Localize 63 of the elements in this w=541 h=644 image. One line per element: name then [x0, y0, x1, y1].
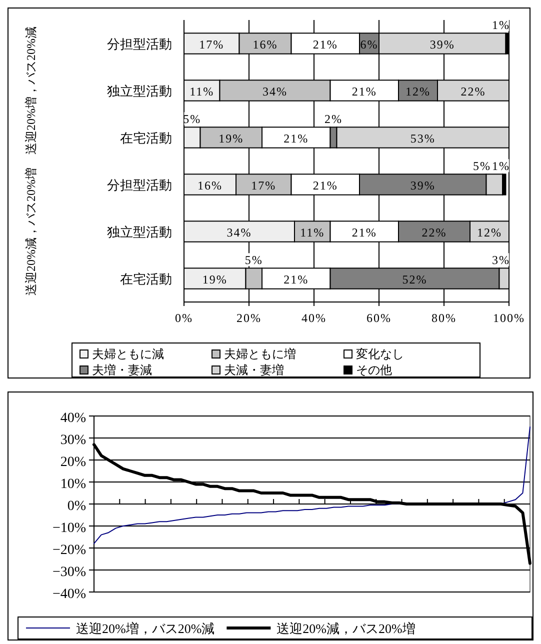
data-label: 39%	[410, 178, 436, 192]
y-tick-label: 独立型活動	[107, 224, 172, 240]
legend-label: 夫減・妻増	[224, 363, 284, 377]
data-label: 19%	[218, 132, 244, 146]
legend-label: 夫婦ともに減	[92, 347, 164, 361]
text: 送迎20%増，バス20%減	[24, 26, 38, 154]
x-tick-label: 80%	[432, 311, 456, 325]
data-label: 21%	[352, 226, 377, 240]
legend-label: その他	[356, 363, 392, 377]
y-tick-label: 20%	[60, 455, 86, 470]
data-label: 2%	[324, 112, 342, 126]
data-label: 12%	[477, 226, 502, 240]
data-label: 5%	[183, 112, 202, 126]
legend-label: 送迎20%増，バス20%減	[76, 621, 215, 636]
data-label: 39%	[430, 38, 455, 52]
data-label: 16%	[252, 38, 278, 52]
data-label: 21%	[312, 38, 338, 52]
y-tick-label: 在宅活動	[120, 130, 172, 146]
text: 送迎20%減，バス20%増	[24, 168, 38, 296]
y-tick-label: 独立型活動	[107, 84, 172, 98]
x-tick-label: 20%	[236, 311, 262, 325]
data-label: 5%	[244, 253, 263, 268]
data-label: 1%	[492, 159, 510, 174]
data-label: 22%	[422, 226, 447, 240]
data-label: 21%	[352, 84, 377, 98]
data-label: 16%	[198, 178, 222, 192]
data-label: 11%	[300, 226, 325, 240]
y-tick-label: 10%	[60, 477, 86, 492]
y-tick-label: 在宅活動	[120, 272, 172, 286]
legend-label: 送迎20%減，バス20%増	[276, 621, 416, 636]
data-label: 34%	[226, 226, 252, 240]
y-tick-label: −20%	[52, 543, 86, 558]
legend-label: 夫増・妻減	[92, 363, 152, 377]
data-label: 22%	[460, 84, 486, 98]
y-tick-label: −40%	[52, 587, 86, 602]
data-label: 21%	[284, 272, 309, 286]
data-label: 52%	[402, 272, 428, 286]
legend-label: 夫婦ともに増	[224, 347, 296, 361]
y-tick-label: −10%	[52, 521, 86, 536]
x-tick-label: 100%	[493, 311, 525, 325]
y-tick-label: 0%	[67, 499, 86, 514]
data-label: 17%	[199, 38, 224, 52]
data-label: 3%	[492, 253, 510, 268]
data-label: 17%	[251, 178, 276, 192]
data-label: 53%	[410, 132, 436, 146]
x-tick-label: 60%	[366, 311, 392, 325]
y-tick-label: 分担型活動	[107, 178, 172, 192]
data-label: 21%	[284, 132, 309, 146]
x-tick-label: 0%	[175, 311, 193, 325]
y-tick-label: 30%	[60, 433, 86, 448]
data-label: 21%	[312, 178, 338, 192]
y-tick-label: 40%	[60, 411, 86, 426]
data-label: 19%	[202, 272, 228, 286]
data-label: 6%	[360, 38, 378, 52]
y-tick-label: −30%	[52, 565, 86, 580]
y-tick-label: 分担型活動	[107, 36, 172, 52]
data-label: 5%	[473, 159, 491, 174]
data-label: 34%	[262, 84, 288, 98]
data-label: 11%	[190, 84, 214, 98]
x-tick-label: 40%	[302, 311, 326, 325]
data-label: 1%	[492, 18, 510, 32]
legend-label: 変化なし	[356, 347, 404, 361]
data-label: 12%	[406, 84, 430, 98]
